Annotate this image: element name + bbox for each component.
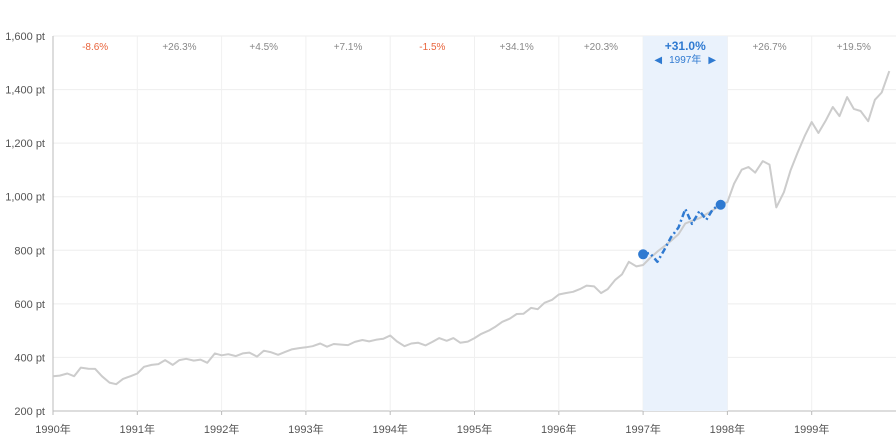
gridlines <box>52 35 896 412</box>
annual-return-label: +34.1% <box>500 42 534 53</box>
highlight-end-point[interactable] <box>715 199 726 210</box>
annual-return-label: +19.5% <box>837 42 871 53</box>
highlight-year-label: 1997年 <box>669 53 701 66</box>
series-layer <box>52 70 891 386</box>
next-year-arrow-icon[interactable]: ▶ <box>708 55 716 66</box>
x-tick-label: 1999年 <box>794 422 829 436</box>
prev-year-arrow-icon[interactable]: ◀ <box>654 55 662 66</box>
y-tick-label: 200 pt <box>14 406 45 418</box>
x-tick-label: 1993年 <box>288 422 323 436</box>
y-tick-label: 800 pt <box>14 245 45 257</box>
y-tick-label: 1,000 pt <box>5 192 45 204</box>
highlight-line <box>642 203 722 264</box>
y-tick-label: 1,200 pt <box>5 138 45 150</box>
highlight-start-point[interactable] <box>638 249 649 260</box>
y-tick-label: 1,400 pt <box>5 85 45 97</box>
x-tick-label: 1998年 <box>710 422 745 436</box>
highlight-label: +31.0% ◀ 1997年 ▶ <box>654 39 716 66</box>
annual-return-label: +7.1% <box>334 42 363 53</box>
y-axis-ticks: 1,600 pt 1,400 pt 1,200 pt 1,000 pt 800 pt 60… <box>5 31 45 418</box>
x-tick-label: 1996年 <box>541 422 576 436</box>
highlight-return-label: +31.0% <box>665 39 706 53</box>
y-tick-label: 1,600 pt <box>5 31 45 43</box>
x-tick-label: 1991年 <box>120 422 155 436</box>
x-tick-label: 1994年 <box>372 422 407 436</box>
x-tick-label: 1990年 <box>35 422 70 436</box>
x-tick-label: 1992年 <box>204 422 239 436</box>
y-tick-label: 600 pt <box>14 299 45 311</box>
annual-return-label: +26.3% <box>162 42 196 53</box>
annual-returns: -8.6% +26.3% +4.5% +7.1% -1.5% +34.1% +20.3% +2… <box>82 42 871 53</box>
x-tick-label: 1997年 <box>625 422 660 436</box>
annual-return-label: +20.3% <box>584 42 618 53</box>
x-tick-label: 1995年 <box>457 422 492 436</box>
annual-return-label: -1.5% <box>419 42 445 53</box>
y-tick-label: 400 pt <box>14 352 45 364</box>
annual-return-label: -8.6% <box>82 42 108 53</box>
x-axis-ticks: 1990年 1991年 1992年 1993年 1994年 1995年 1996年 1997年… <box>35 411 829 436</box>
annual-return-label: +26.7% <box>752 42 786 53</box>
index-line <box>52 70 891 386</box>
annual-return-label: +4.5% <box>249 42 278 53</box>
